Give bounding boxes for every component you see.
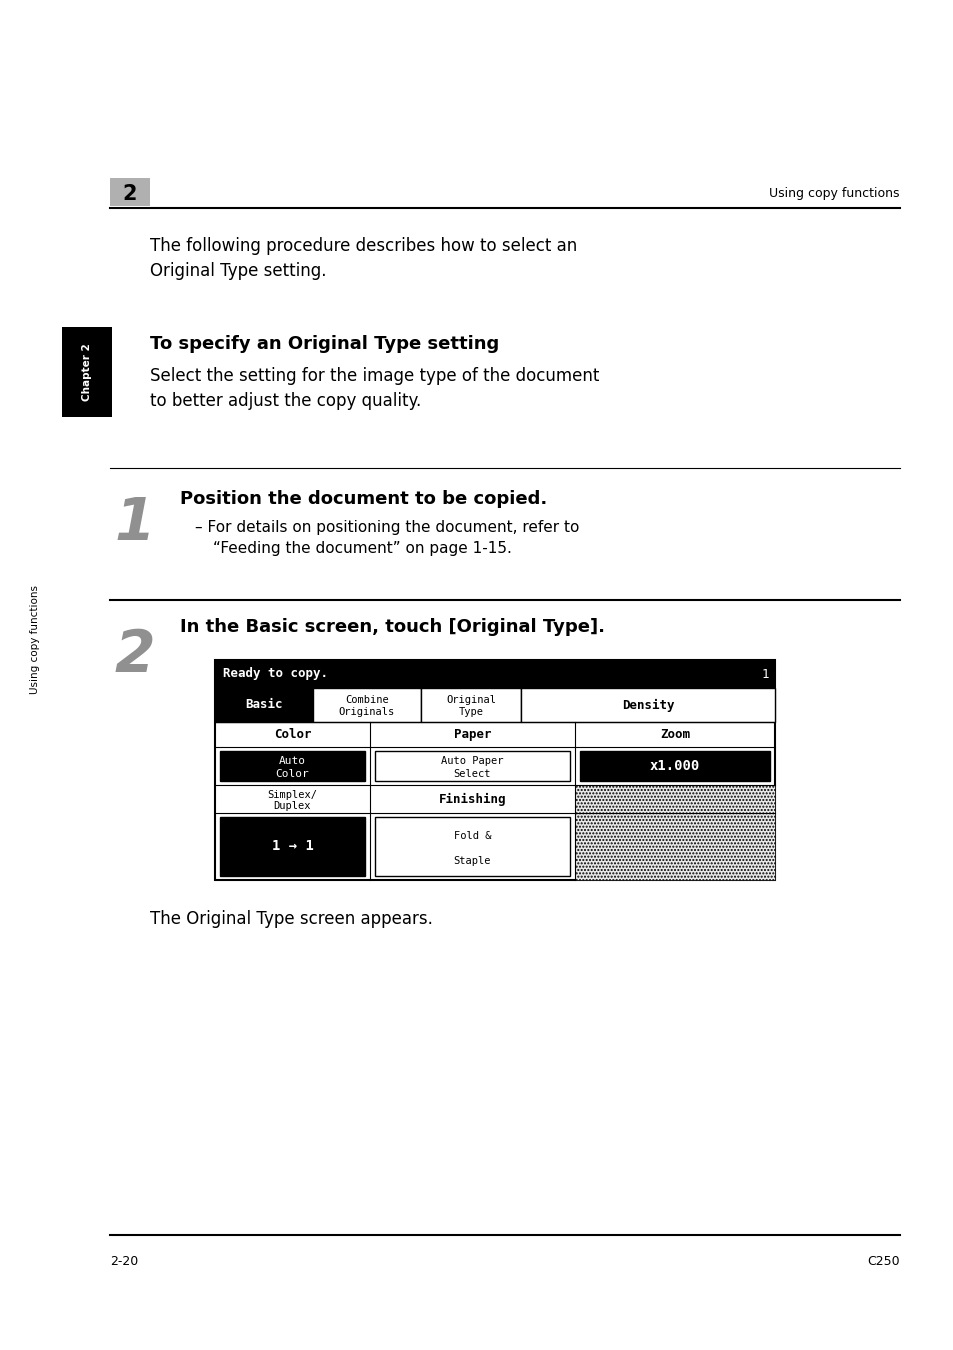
Text: C250: C250	[866, 1256, 899, 1268]
Text: Finishing: Finishing	[438, 792, 506, 806]
Text: Original: Original	[446, 695, 496, 705]
Text: “Feeding the document” on page 1-15.: “Feeding the document” on page 1-15.	[213, 541, 512, 556]
Text: In the Basic screen, touch [Original Type].: In the Basic screen, touch [Original Typ…	[180, 618, 604, 636]
Text: Combine: Combine	[345, 695, 389, 705]
Text: The Original Type screen appears.: The Original Type screen appears.	[150, 910, 433, 927]
Bar	[575, 784, 774, 813]
Text: Zoom: Zoom	[659, 728, 689, 741]
Text: to better adjust the copy quality.: to better adjust the copy quality.	[150, 392, 421, 410]
Text: x1.000: x1.000	[649, 759, 700, 774]
Text: Type: Type	[458, 707, 483, 717]
Text: Ready to copy.: Ready to copy.	[223, 667, 328, 680]
Text: Originals: Originals	[338, 707, 395, 717]
Bar	[110, 178, 150, 207]
Text: Auto: Auto	[278, 756, 306, 767]
Text: 1: 1	[760, 667, 768, 680]
Text: Density: Density	[621, 698, 674, 711]
Text: Color: Color	[275, 769, 309, 779]
Bar	[575, 813, 774, 880]
Bar	[214, 660, 774, 880]
Text: Select: Select	[454, 769, 491, 779]
Text: Original Type setting.: Original Type setting.	[150, 262, 326, 279]
Text: The following procedure describes how to select an: The following procedure describes how to…	[150, 238, 577, 255]
Text: 1: 1	[114, 494, 155, 552]
Bar	[313, 688, 420, 722]
Text: Duplex: Duplex	[274, 801, 311, 811]
Bar	[220, 751, 365, 782]
Bar	[375, 817, 569, 876]
Bar	[214, 660, 774, 688]
Bar	[375, 751, 569, 782]
Text: Basic: Basic	[245, 698, 282, 711]
Text: Staple: Staple	[454, 856, 491, 867]
Text: Using copy functions: Using copy functions	[30, 586, 40, 694]
Bar	[62, 327, 112, 417]
Bar	[520, 688, 774, 722]
Text: Simplex/: Simplex/	[267, 790, 317, 799]
Text: Fold &: Fold &	[454, 832, 491, 841]
Bar	[220, 817, 365, 876]
Text: Auto Paper: Auto Paper	[441, 756, 503, 767]
Text: 2-20: 2-20	[110, 1256, 138, 1268]
Text: 2: 2	[123, 184, 137, 204]
Bar	[214, 688, 313, 722]
Text: Using copy functions: Using copy functions	[769, 188, 899, 201]
Text: Color: Color	[274, 728, 311, 741]
Text: – For details on positioning the document, refer to: – For details on positioning the documen…	[194, 520, 578, 535]
Bar	[420, 688, 520, 722]
Text: 1 → 1: 1 → 1	[272, 840, 314, 853]
Text: To specify an Original Type setting: To specify an Original Type setting	[150, 335, 498, 352]
Text: Paper: Paper	[454, 728, 491, 741]
Text: Chapter 2: Chapter 2	[82, 343, 91, 401]
Text: Position the document to be copied.: Position the document to be copied.	[180, 490, 547, 508]
Text: Select the setting for the image type of the document: Select the setting for the image type of…	[150, 367, 598, 385]
Text: 2: 2	[114, 626, 155, 683]
Bar	[579, 751, 769, 782]
